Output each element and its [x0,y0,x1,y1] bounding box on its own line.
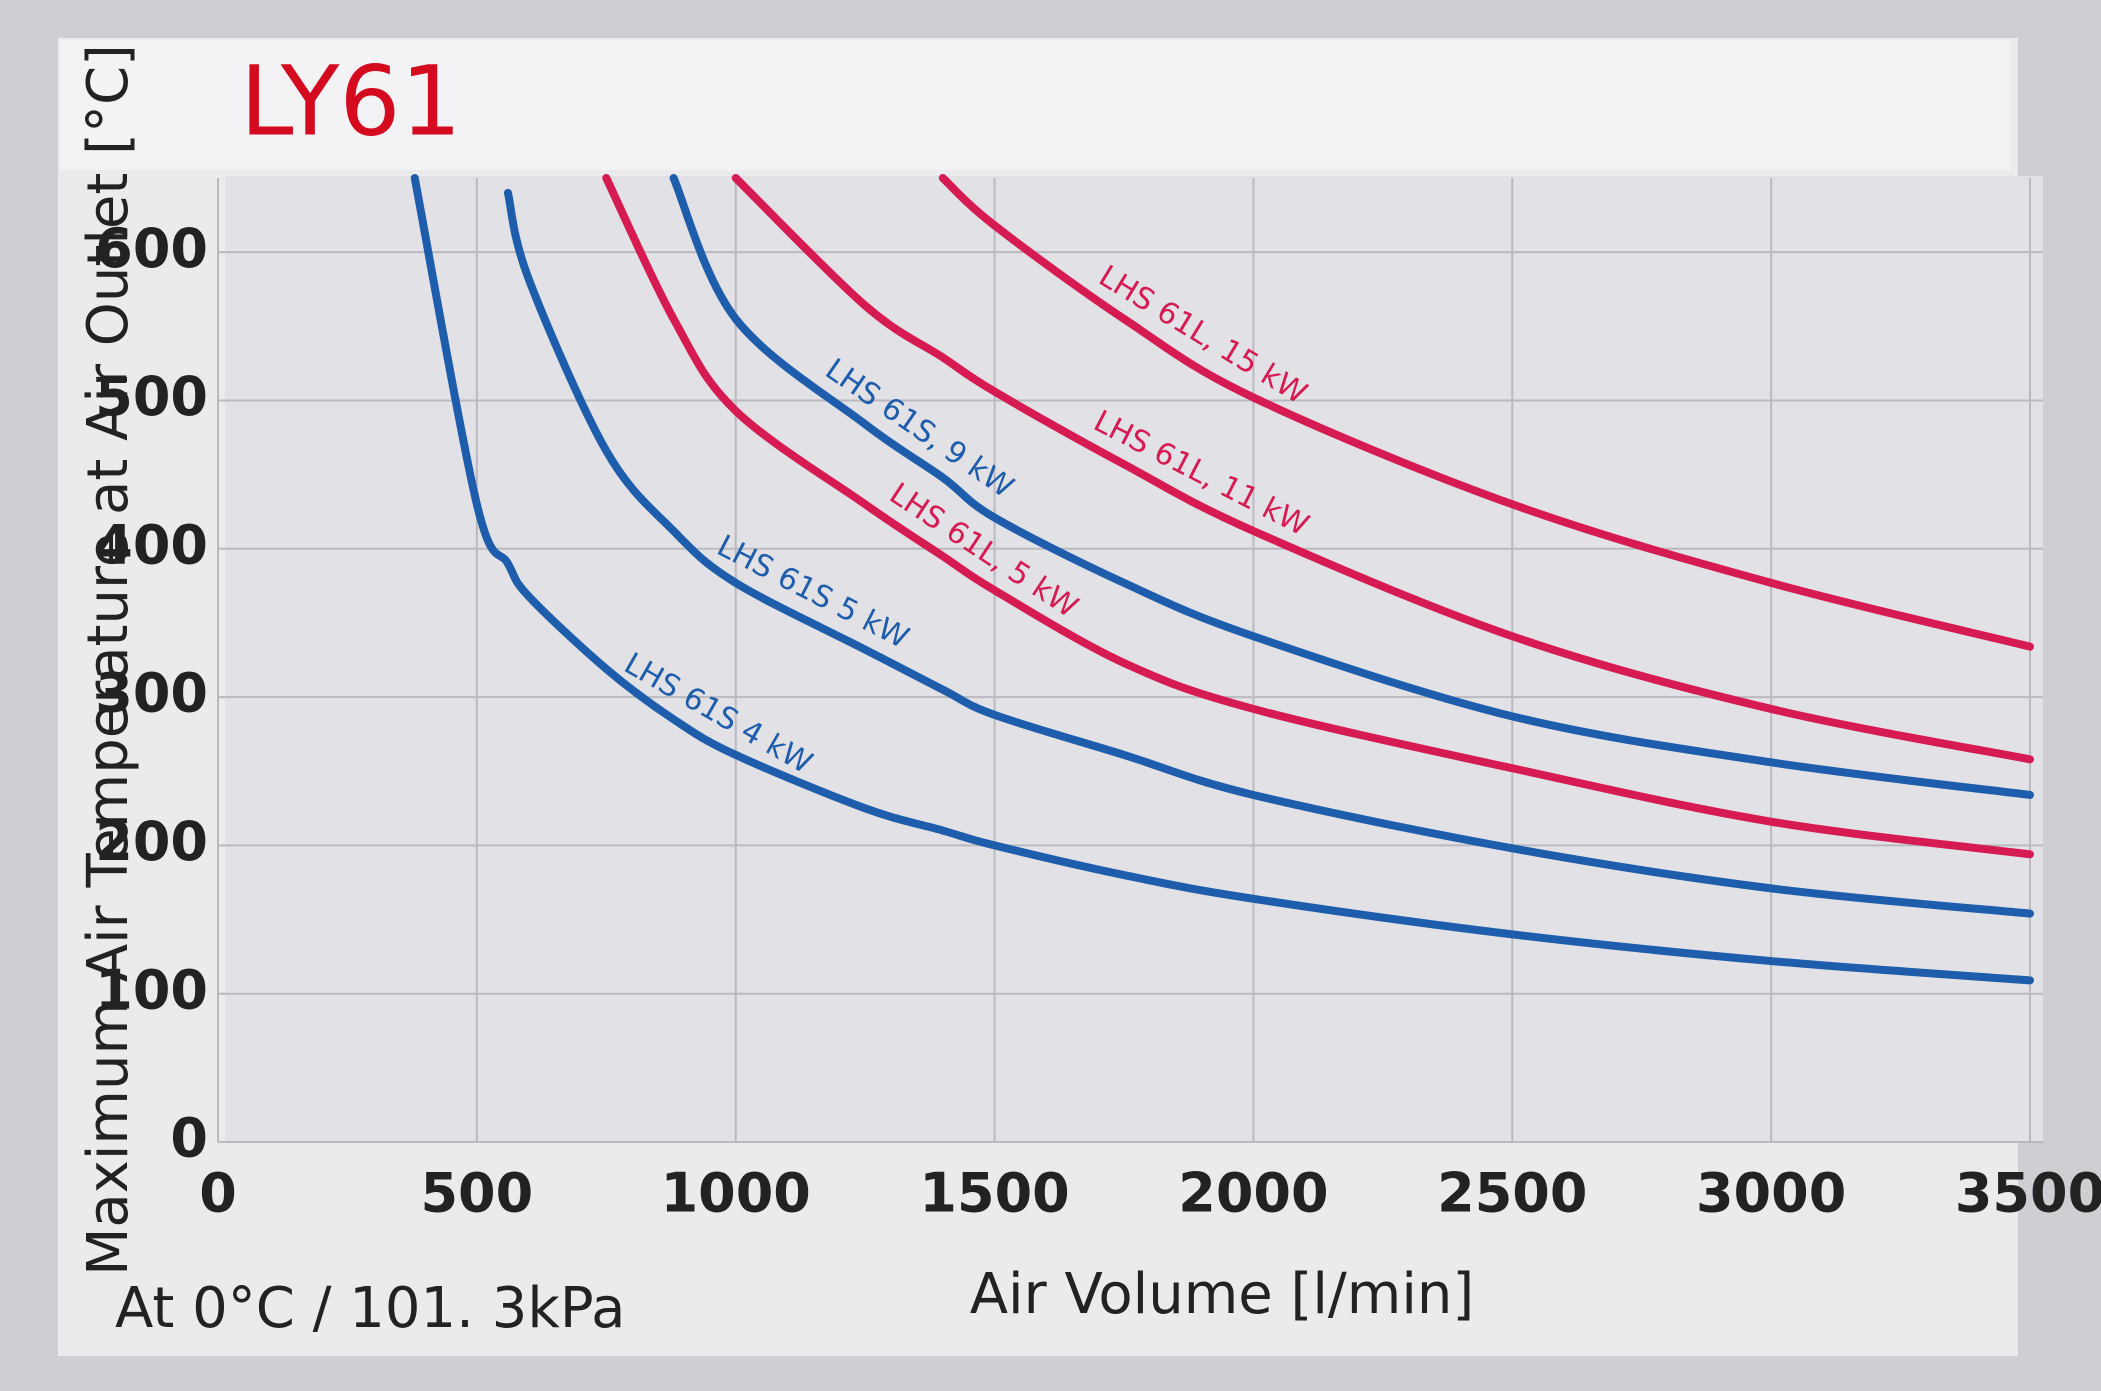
x-tick-label: 1500 [919,1162,1069,1225]
condition-note: At 0°C / 101. 3kPa [115,1276,625,1341]
x-tick-label: 500 [420,1162,533,1225]
y-tick-label: 0 [170,1107,208,1170]
x-axis-title: Air Volume [l/min] [970,1262,1475,1327]
x-tick-label: 1000 [661,1162,811,1225]
y-tick-label: 400 [95,513,208,576]
y-tick-label: 500 [95,365,208,428]
series-line [731,174,2034,764]
y-tick-label: 300 [95,662,208,725]
header-band [60,40,2010,170]
x-tick-label: 2500 [1437,1162,1587,1225]
series-line [938,174,2034,651]
y-tick-label: 100 [95,958,208,1021]
series-line [602,174,2034,859]
curves [410,174,2034,985]
x-tick-label: 2000 [1178,1162,1328,1225]
chart-title: LY61 [240,45,462,157]
y-tick-label: 600 [95,217,208,280]
series-line [503,188,2034,918]
grid: 0 100 200 300 400 500 600 0 500 1000 1500 2000 2500 3… [95,178,2101,1225]
y-tick-label: 200 [95,810,208,873]
plot-area [225,176,2043,1142]
x-tick-label: 0 [199,1162,237,1225]
y-axis-title: Maximum Air Temperature at Air Outlet [°… [76,44,141,1276]
series-line [669,174,2034,799]
x-tick-label: 3500 [1955,1162,2101,1225]
x-tick-label: 3000 [1696,1162,1846,1225]
series-line [410,174,2034,985]
